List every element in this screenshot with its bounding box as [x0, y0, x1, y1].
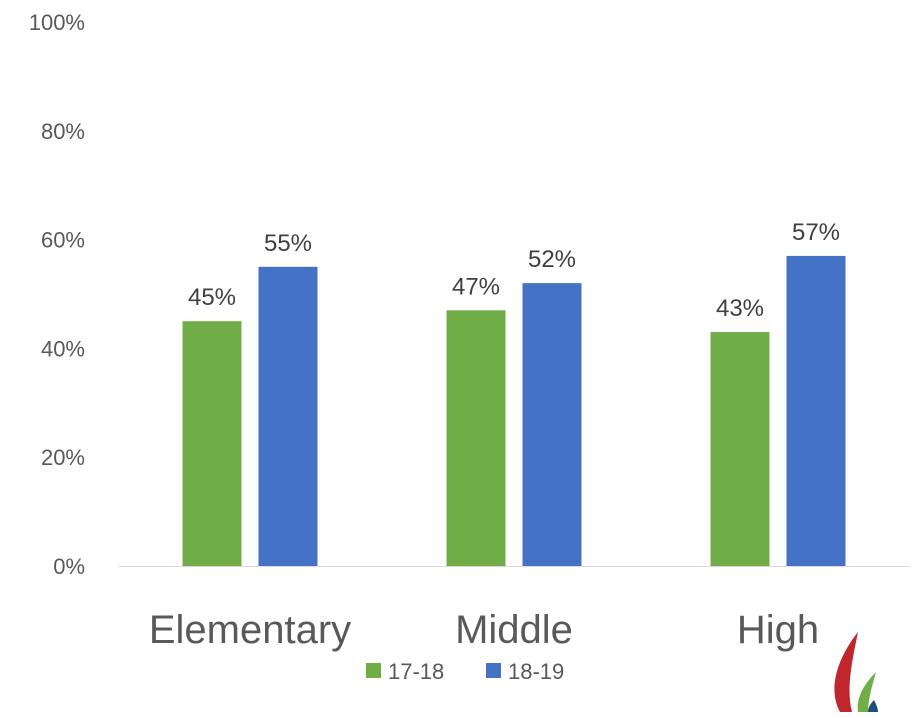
bar-17-18-elementary: [182, 321, 242, 566]
x-category-label: Elementary: [149, 608, 351, 652]
y-tick-label: 40%: [41, 336, 85, 361]
y-tick-label: 0%: [53, 554, 85, 579]
legend-swatch: [366, 663, 381, 678]
leaf-logo-icon: [834, 632, 878, 712]
bar-18-19-elementary: [258, 266, 318, 566]
y-tick-label: 20%: [41, 445, 85, 470]
y-tick-label: 60%: [41, 228, 85, 253]
data-label: 57%: [792, 219, 840, 246]
logo-blue-leaf: [868, 700, 878, 712]
bar-17-18-high: [710, 332, 770, 566]
bar-18-19-middle: [522, 283, 582, 566]
y-axis-tick-labels: 0% 20% 40% 60% 80% 100%: [29, 10, 85, 579]
legend-label: 17-18: [388, 659, 444, 684]
data-label: 52%: [528, 246, 576, 273]
data-label: 55%: [264, 230, 312, 257]
bar-18-19-high: [786, 255, 846, 567]
bars-group: [182, 255, 846, 567]
data-labels-group: 45% 55% 47% 52% 43% 57%: [188, 219, 840, 322]
legend-label: 18-19: [508, 659, 564, 684]
legend: 17-18 18-19: [366, 659, 564, 684]
x-category-label: High: [737, 608, 819, 652]
data-label: 45%: [188, 284, 236, 311]
legend-swatch: [486, 663, 501, 678]
data-label: 47%: [452, 273, 500, 300]
logo-red-leaf: [834, 632, 858, 712]
bar-17-18-middle: [446, 310, 506, 566]
x-axis-category-labels: Elementary Middle High: [149, 608, 819, 652]
logo-green-leaf: [857, 672, 876, 712]
x-category-label: Middle: [455, 608, 573, 652]
y-tick-label: 80%: [41, 119, 85, 144]
data-label: 43%: [716, 295, 764, 322]
y-tick-label: 100%: [29, 10, 85, 35]
